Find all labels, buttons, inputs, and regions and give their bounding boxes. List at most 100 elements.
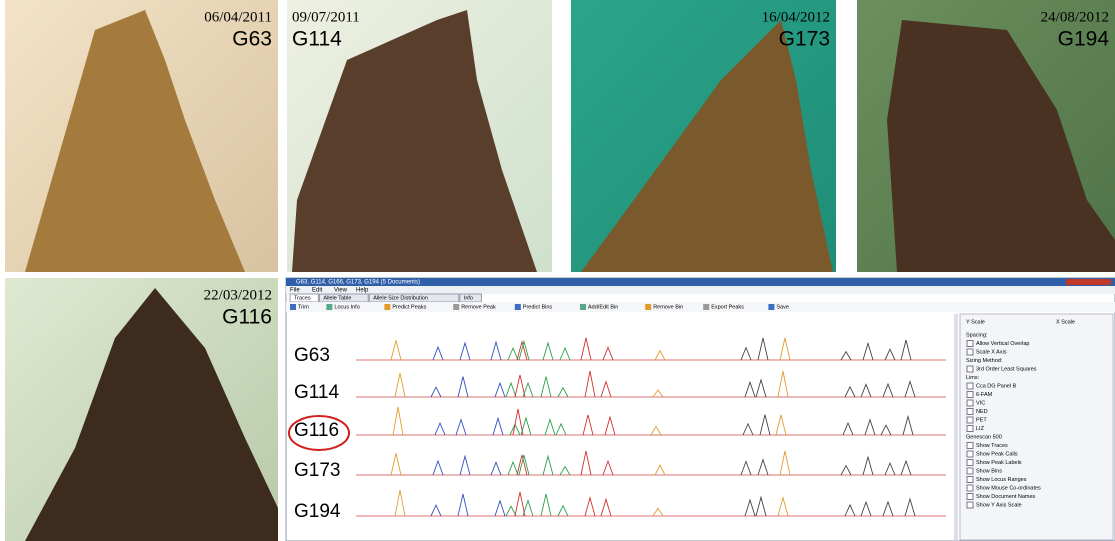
fin-photo: 16/04/2012 G173: [571, 0, 836, 272]
dorsal-fin: [25, 10, 245, 272]
trace-peak: [557, 386, 569, 398]
side-panel: [959, 313, 1114, 541]
toolbar-button: Add/Edit Bin: [588, 304, 618, 310]
photo-date: 16/04/2012: [762, 9, 830, 25]
trace-peak: [757, 337, 769, 361]
menu-item[interactable]: Help: [356, 288, 369, 294]
highlight-circle: [288, 415, 350, 451]
trace-peak: [394, 490, 406, 517]
trace-peak: [864, 418, 876, 436]
trace-peak: [459, 341, 471, 361]
checkbox: [966, 476, 974, 483]
trace-peak: [904, 380, 916, 398]
trace-peak: [744, 498, 756, 517]
trace-label: G63: [294, 345, 330, 366]
panel-item: 6-FAM: [976, 392, 993, 398]
photo-id: G114: [292, 28, 342, 51]
trace-peak: [544, 418, 556, 436]
photo-date: 09/07/2011: [292, 9, 360, 25]
trace-peak: [882, 382, 894, 398]
trace-peak: [507, 346, 519, 361]
toolbar-icon: [645, 304, 652, 310]
checkbox: [966, 450, 974, 458]
toolbar-icon: [768, 304, 775, 310]
toolbar-button: Locus Info: [334, 304, 359, 310]
photo-date: 06/04/2011: [204, 9, 272, 25]
tab-label: Traces: [294, 295, 311, 301]
trace-peak: [455, 418, 467, 436]
checkbox: [966, 493, 974, 500]
checkbox: [966, 391, 974, 398]
trace-peak: [557, 504, 569, 517]
toolbar-button: Save: [776, 304, 789, 310]
photo-id: G63: [232, 28, 272, 51]
fin-photo: 06/04/2011 G63: [5, 0, 278, 272]
panel-item: Show Bins: [976, 468, 1002, 474]
trace-peak: [880, 424, 892, 436]
trace-peak: [884, 348, 896, 361]
trace-peak: [394, 373, 406, 398]
trace-peak: [490, 340, 502, 361]
trace-peak: [600, 497, 612, 517]
trace-label: G114: [294, 382, 340, 403]
trace-peak: [507, 460, 519, 476]
panel-item: NED: [976, 409, 988, 415]
trace-peak: [518, 454, 530, 476]
panel-item: Show Traces: [976, 443, 1008, 449]
menu-item[interactable]: File: [290, 288, 300, 294]
dorsal-fin: [887, 20, 1115, 272]
trace-peak: [844, 503, 856, 517]
trace-peak: [390, 340, 402, 361]
panel-item: Spacing:: [966, 332, 988, 338]
trace-peak: [522, 381, 534, 398]
checkbox: [966, 501, 974, 509]
trace-peak: [779, 450, 791, 476]
window-title: G63, G114, G166, G173, G194 (5 Documents…: [296, 280, 420, 286]
checkbox: [966, 442, 974, 449]
toolbar-button: Trim: [298, 304, 309, 310]
trace-peak: [490, 461, 502, 476]
trace-peak: [505, 381, 517, 398]
trace-peak: [555, 422, 567, 436]
checkbox: [966, 382, 974, 390]
trace-label: G194: [294, 501, 341, 522]
panel-item: VIC: [976, 400, 985, 406]
panel-item: Allow Vertical Overlap: [976, 341, 1030, 347]
panel-item: Show Locus Ranges: [976, 477, 1027, 483]
trace-peak: [882, 500, 894, 517]
panel-item: Show Y Axis Scale: [976, 502, 1022, 508]
checkbox: [966, 365, 974, 373]
dorsal-fin: [581, 20, 833, 272]
trace-peak: [755, 378, 767, 398]
software-window: G63, G114, G166, G173, G194 (5 Documents…: [285, 277, 1115, 541]
trace-peak: [432, 459, 444, 476]
panel-item: Sizing Method:: [966, 358, 1003, 364]
menu-item[interactable]: View: [334, 288, 348, 294]
checkbox: [966, 467, 974, 475]
photo-id: G194: [1058, 28, 1110, 51]
trace-peak: [540, 376, 552, 398]
trace-peak: [582, 414, 594, 436]
trace-peak: [860, 383, 872, 398]
dorsal-fin: [292, 10, 537, 272]
trace-peak: [650, 425, 662, 436]
trace-peak: [559, 465, 571, 476]
checkbox: [966, 399, 974, 407]
trace-peak: [840, 464, 852, 476]
trace-peak: [740, 346, 752, 361]
trace-peak: [842, 421, 854, 436]
checkbox: [966, 459, 974, 466]
toolbar-icon: [326, 304, 333, 310]
toolbar-button: Predict Bins: [523, 304, 553, 310]
trace-peak: [777, 496, 789, 517]
trace-peak: [584, 496, 596, 517]
trace-peak: [432, 345, 444, 361]
tab-label: Allele Table: [323, 295, 351, 301]
fin-photo: 24/08/2012 G194: [857, 0, 1115, 272]
trace-peak: [902, 414, 914, 436]
trace-peak: [840, 350, 852, 361]
menu-item[interactable]: Edit: [312, 288, 323, 294]
title-bar: [286, 278, 1115, 286]
trace-peak: [654, 463, 666, 476]
trace-peak: [512, 408, 524, 436]
